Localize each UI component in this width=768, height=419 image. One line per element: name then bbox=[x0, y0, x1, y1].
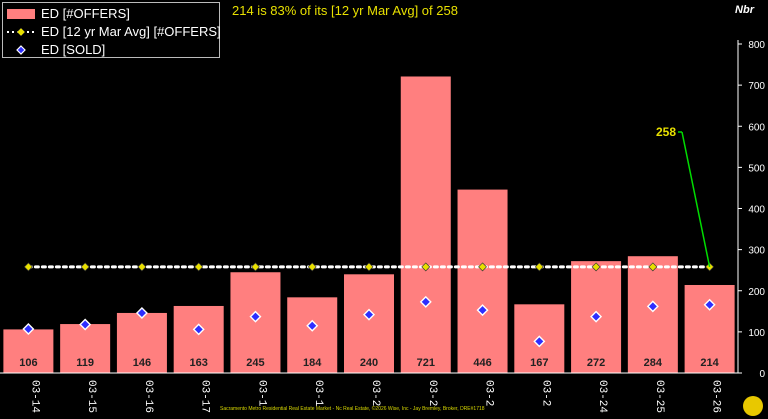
bar-value-label: 163 bbox=[190, 357, 208, 369]
x-tick-label: 03-17 bbox=[199, 380, 211, 413]
average-marker bbox=[364, 262, 374, 272]
annotation-leader bbox=[681, 131, 711, 268]
x-tick-label: 03-25 bbox=[653, 380, 665, 413]
bar-value-label: 119 bbox=[76, 357, 94, 369]
bar-value-label: 240 bbox=[360, 357, 378, 369]
bar-value-label: 721 bbox=[417, 357, 435, 369]
bar-series bbox=[3, 76, 735, 374]
average-marker bbox=[421, 262, 431, 272]
sold-point-03-26 bbox=[703, 298, 716, 311]
bar-03-17 bbox=[173, 305, 224, 373]
sold-point-03-18 bbox=[249, 310, 262, 323]
average-marker bbox=[23, 262, 33, 272]
y-tick-label: 400 bbox=[748, 205, 765, 216]
bar-03-19 bbox=[287, 297, 338, 373]
legend-swatch-average bbox=[7, 27, 35, 36]
legend-item-average: ED [12 yr Mar Avg] [#OFFERS] bbox=[7, 23, 221, 40]
annotation: 258 bbox=[656, 125, 711, 268]
x-tick-label: 03-2 bbox=[539, 380, 551, 406]
bar-03-21 bbox=[400, 76, 451, 374]
average-marker bbox=[534, 262, 544, 272]
bar-value-label: 106 bbox=[19, 357, 37, 369]
bar-value-labels: 106 119 146 163 245 184 240 721 446 167 272 284 214 bbox=[19, 357, 719, 369]
average-marker bbox=[648, 262, 658, 272]
average-marker bbox=[307, 262, 317, 272]
legend-swatch-offers bbox=[7, 8, 35, 19]
average-marker bbox=[591, 262, 601, 272]
x-tick-label: 03-14 bbox=[28, 380, 40, 413]
legend-swatch-sold bbox=[16, 44, 26, 55]
y-tick-label: 700 bbox=[748, 81, 765, 92]
bar-value-label: 184 bbox=[303, 357, 322, 369]
legend-label-average: ED [12 yr Mar Avg] [#OFFERS] bbox=[41, 24, 221, 39]
y-tick-label: 600 bbox=[748, 122, 765, 133]
bar-value-label: 272 bbox=[587, 357, 605, 369]
average-line-series bbox=[23, 262, 715, 272]
average-marker bbox=[80, 262, 90, 272]
x-tick-label: 03-26 bbox=[710, 380, 722, 413]
annotation-label: 258 bbox=[656, 125, 676, 139]
y-axis: 0 100 200 300 400 500 600 700 800 bbox=[737, 40, 765, 380]
y-tick-label: 100 bbox=[748, 328, 765, 339]
x-tick-label: 03-2 bbox=[483, 380, 495, 406]
bar-value-label: 446 bbox=[473, 357, 491, 369]
bar-value-label: 167 bbox=[530, 357, 548, 369]
average-marker bbox=[251, 262, 260, 272]
legend: ED [#OFFERS] ED [12 yr Mar Avg] [#OFFERS… bbox=[2, 2, 221, 58]
bar-03-25 bbox=[627, 256, 678, 373]
sold-point-03-15 bbox=[79, 318, 92, 331]
sold-point-03-19 bbox=[306, 319, 319, 332]
x-tick-label: 03-24 bbox=[596, 380, 608, 413]
y-tick-label: 0 bbox=[759, 369, 765, 380]
bar-value-label: 245 bbox=[246, 357, 264, 369]
sold-point-03-21 bbox=[419, 295, 432, 308]
x-tick-label: 03-16 bbox=[142, 380, 154, 413]
sold-point-03-17 bbox=[192, 323, 205, 336]
brand-logo bbox=[743, 396, 763, 416]
x-tick-label: 03-2 bbox=[369, 380, 381, 406]
bar-value-label: 214 bbox=[700, 357, 719, 369]
x-tick-label: 03-1 bbox=[255, 380, 267, 407]
sold-point-03-24 bbox=[590, 310, 603, 323]
y-tick-label: 300 bbox=[748, 246, 765, 257]
sold-point-03-16 bbox=[135, 306, 148, 319]
average-marker bbox=[137, 262, 147, 272]
sold-point-03-20 bbox=[363, 308, 375, 321]
sold-point-03-14 bbox=[22, 323, 35, 335]
bar-value-label: 284 bbox=[644, 357, 663, 369]
bar-03-15 bbox=[60, 324, 111, 373]
x-tick-label: 03-2 bbox=[426, 380, 438, 406]
bar-value-label: 146 bbox=[133, 357, 151, 369]
legend-label-offers: ED [#OFFERS] bbox=[41, 6, 130, 21]
chart-headline: 214 is 83% of its [12 yr Mar Avg] of 258 bbox=[232, 3, 458, 18]
sold-point-03-22 bbox=[476, 304, 489, 317]
legend-item-offers: ED [#OFFERS] bbox=[7, 5, 130, 22]
sold-point-03-23 bbox=[533, 335, 546, 348]
y-axis-unit: Nbr bbox=[735, 4, 754, 16]
bar-03-14 bbox=[3, 329, 54, 373]
sold-series bbox=[22, 295, 716, 348]
bar-03-22 bbox=[457, 189, 508, 373]
credit-line: Sacramento Metro Residential Real Estate… bbox=[220, 406, 485, 412]
x-tick-label: 03-1 bbox=[312, 380, 324, 407]
average-marker bbox=[194, 262, 204, 272]
x-axis: 03-14 03-15 03-16 03-17 03-1 03-1 03-2 03-2 03-2… bbox=[0, 372, 738, 413]
bar-03-16 bbox=[116, 312, 167, 373]
average-marker bbox=[478, 262, 487, 272]
bar-03-20 bbox=[344, 274, 394, 373]
legend-label-sold: ED [SOLD] bbox=[41, 42, 106, 57]
y-tick-label: 200 bbox=[748, 287, 765, 298]
legend-item-sold: ED [SOLD] bbox=[7, 41, 105, 58]
x-tick-label: 03-15 bbox=[85, 380, 97, 413]
y-tick-label: 500 bbox=[748, 163, 765, 174]
y-tick-label: 800 bbox=[748, 40, 765, 51]
sold-point-03-25 bbox=[646, 300, 659, 313]
